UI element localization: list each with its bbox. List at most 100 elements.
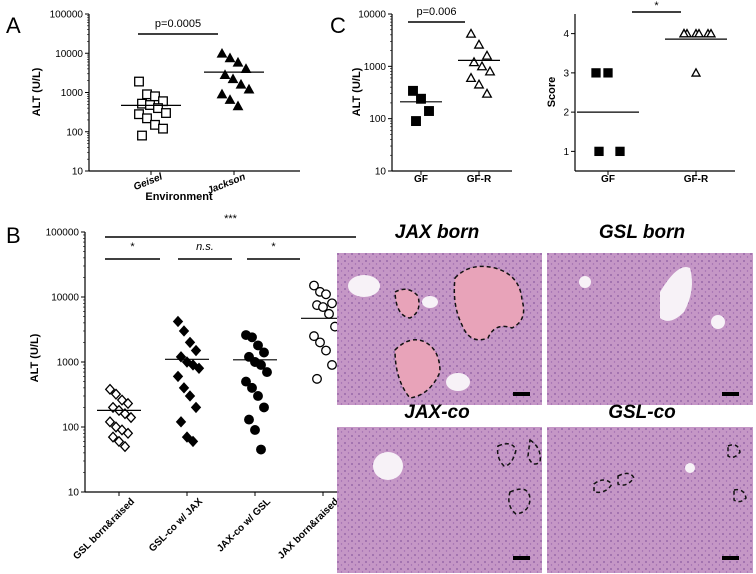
panel-label-c: C	[330, 13, 346, 38]
histology-image-jax-born	[337, 253, 542, 405]
chart-a-point-s0-9	[142, 113, 152, 124]
histology-title-gsl-co: GSL-co	[608, 402, 676, 423]
chart-b-point-s2-8	[241, 376, 251, 387]
panel-b-category-2: JAX-co w/ GSL	[215, 496, 273, 554]
panel-a-ylabel: ALT (U/L)	[31, 67, 43, 116]
chart-b-point-s0-11	[122, 427, 134, 439]
chart-a-point-s0-2	[150, 91, 160, 102]
chart-c-left-point-s0-1	[416, 93, 426, 104]
chart-b-point-s0-0	[104, 383, 116, 396]
chart-c-left-point-s1-8	[481, 88, 493, 98]
chart-a-point-s0-8	[134, 109, 144, 120]
chart-c-left-point-s1-5	[484, 65, 496, 76]
chart-b-point-s1-12	[175, 416, 187, 428]
chart-a-point-s1-8	[216, 88, 228, 99]
chart-c-right-ytick-label-2: 3	[563, 68, 569, 79]
chart-b-point-s0-8	[104, 416, 116, 428]
chart-c-left-ytick-label-3: 10000	[358, 10, 386, 21]
chart-a-point-s0-1	[142, 89, 152, 100]
chart-a-point-s0-10	[150, 119, 160, 130]
chart-b-point-s3-2	[321, 289, 331, 300]
panel-label-b: B	[6, 223, 21, 248]
chart-a-ytick-label-2: 1000	[61, 88, 84, 99]
chart-a-point-s1-10	[232, 100, 244, 111]
chart-c-right-ytick-label-1: 2	[563, 108, 569, 119]
chart-b-point-s1-0	[172, 315, 184, 328]
chart-a-point-s0-7	[161, 108, 171, 118]
chart-c-left-ytick-label-2: 1000	[364, 62, 387, 73]
chart-a-point-s1-3	[240, 63, 252, 73]
chart-b-annotation-3: *	[271, 241, 276, 253]
chart-c-left-point-s0-0	[408, 85, 418, 96]
chart-b-point-s3-3	[327, 298, 337, 309]
chart-b-point-s1-1	[178, 325, 190, 337]
panel-b-category-1: GSL-co w/ JAX	[147, 496, 205, 554]
chart-a-ytick-label-1: 100	[66, 127, 83, 138]
chart-c-right-ytick-label-3: 4	[563, 29, 569, 40]
panel-c1-category-1: GF-R	[467, 174, 492, 185]
chart-b-point-s0-12	[107, 431, 119, 443]
chart-b-point-s2-6	[256, 360, 266, 370]
chart-b-point-s2-10	[253, 391, 263, 401]
chart-c-right-point-s0-1	[603, 68, 613, 78]
chart-b-point-s2-1	[247, 332, 257, 343]
histology-image-gsl-co	[547, 427, 753, 573]
histology-title-gsl-born: GSL born	[599, 222, 685, 243]
chart-c-left-point-s1-4	[476, 60, 488, 71]
chart-c-right-ytick-label-0: 1	[563, 147, 569, 158]
chart-b-point-s2-12	[244, 414, 254, 425]
chart-b-point-s2-3	[259, 347, 269, 358]
histology-grid: JAX born GSL born JAX-co	[337, 222, 753, 573]
chart-c-left-point-s1-2	[481, 50, 493, 60]
chart-b-annotation-0: ***	[224, 213, 238, 225]
chart-a-point-s0-4	[137, 98, 147, 109]
chart-b-annotation-1: *	[130, 241, 135, 253]
chart-b-point-s3-12	[312, 373, 322, 384]
chart-b-annotation-2: n.s.	[196, 241, 214, 253]
chart-a-point-s1-1	[224, 52, 236, 63]
histology-image-gsl-born	[547, 253, 753, 405]
chart-c-left-point-s1-6	[465, 72, 477, 83]
panel-c2-category-0: GF	[601, 174, 615, 185]
chart-c-right-point-s1-6	[678, 28, 690, 38]
panel-c1-category-0: GF	[414, 174, 428, 185]
chart-a-point-s0-11	[158, 123, 168, 134]
panel-c1-ylabel: ALT (U/L)	[351, 67, 363, 116]
chart-b-point-s3-0	[309, 280, 319, 291]
histology-title-jax-born: JAX born	[395, 222, 479, 243]
chart-a-point-s1-5	[227, 73, 239, 84]
chart-b-point-s1-14	[187, 435, 199, 448]
chart-b-point-s3-8	[309, 331, 319, 342]
chart-b-point-s0-14	[119, 440, 131, 453]
chart-c-left-point-s1-3	[468, 56, 480, 67]
panel-a-xlabel: Environment	[145, 191, 213, 203]
panel-c2-category-1: GF-R	[684, 174, 709, 185]
chart-c-right-annotation-0: *	[654, 0, 659, 12]
chart-a-annotation-0: p=0.0005	[155, 18, 201, 30]
panel-label-a: A	[6, 13, 21, 38]
plot-layer: 10 100 1000 10000 100000 p=0.0005 10 100 1000 100…	[46, 0, 735, 499]
chart-b-point-s2-14	[256, 444, 266, 455]
chart-b-point-s1-3	[190, 344, 202, 357]
chart-b-point-s0-1	[110, 388, 122, 400]
chart-b-point-s3-9	[315, 337, 325, 348]
panel-c2-ylabel: Score	[546, 77, 558, 108]
chart-a-point-s1-9	[224, 94, 236, 104]
chart-b-point-s3-6	[324, 308, 334, 319]
chart-b-ytick-label-3: 10000	[51, 293, 79, 304]
chart-c-left-annotation-0: p=0.006	[416, 6, 456, 18]
chart-b-point-s3-11	[327, 360, 337, 370]
chart-b-point-s1-9	[178, 382, 190, 394]
chart-a-point-s1-0	[216, 47, 228, 58]
histology-title-jax-co: JAX-co	[404, 402, 469, 423]
chart-b-point-s3-10	[321, 345, 331, 356]
chart-b-point-s0-4	[107, 401, 119, 414]
chart-b-point-s2-9	[247, 382, 257, 393]
chart-a-ytick-label-3: 10000	[55, 49, 83, 60]
chart-b-point-s2-13	[250, 425, 260, 435]
chart-c-right-point-s1-7	[690, 67, 702, 77]
chart-a-point-s1-6	[235, 78, 247, 89]
chart-b-ytick-label-4: 100000	[46, 228, 80, 239]
chart-b-point-s2-11	[259, 402, 269, 413]
panel-a-category-0: Geisel	[132, 172, 164, 194]
